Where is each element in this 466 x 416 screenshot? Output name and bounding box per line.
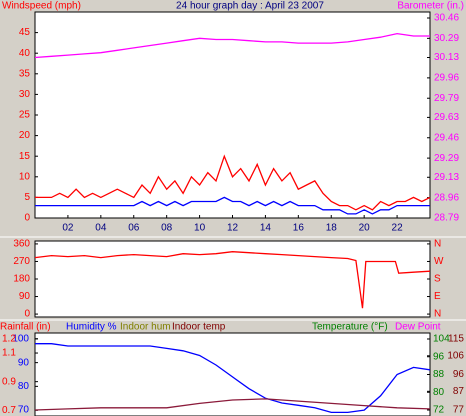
x-tick-label: 22 xyxy=(392,223,404,234)
y-tick-label: 15 xyxy=(19,151,31,162)
y-tick-label: 115 xyxy=(448,334,464,345)
y-tick-label: 20 xyxy=(19,130,31,141)
y-tick-label: N xyxy=(434,309,441,320)
x-tick-label: 16 xyxy=(293,223,305,234)
y2-axis-label: Barometer (in.) xyxy=(397,1,464,12)
y-tick-label: 360 xyxy=(13,239,30,250)
data-line xyxy=(34,32,430,59)
y-tick-label: 87 xyxy=(453,386,465,397)
x-tick-label: 08 xyxy=(161,223,173,234)
y-tick-label: 96 xyxy=(433,351,445,362)
y-tick-label: 90 xyxy=(18,357,30,368)
y-tick-label: 104 xyxy=(433,334,450,345)
y-tick-label: 80 xyxy=(433,387,445,398)
axis-label: Indoor hum xyxy=(120,322,171,333)
y-tick-label: 0.7 xyxy=(2,405,16,416)
x-tick-label: 18 xyxy=(326,223,338,234)
y-tick-label: 106 xyxy=(447,350,464,361)
y-tick-label: 28.79 xyxy=(434,213,459,224)
y-tick-label: 0.9 xyxy=(2,376,16,387)
y-tick-label: 180 xyxy=(13,274,30,285)
y-tick-label: W xyxy=(434,256,444,267)
y-tick-label: S xyxy=(434,274,441,285)
y-tick-label: 30.13 xyxy=(434,52,459,63)
y-tick-label: 30.29 xyxy=(434,33,459,44)
data-line xyxy=(35,196,430,215)
y-tick-label: 90 xyxy=(19,291,31,302)
y-tick-label: 96 xyxy=(453,369,465,380)
plot-area xyxy=(34,11,431,219)
y-tick-label: 270 xyxy=(13,256,30,267)
x-tick-label: 06 xyxy=(128,223,140,234)
axis-label: Indoor temp xyxy=(172,322,226,333)
y-tick-label: 29.46 xyxy=(434,132,459,143)
x-tick-label: 02 xyxy=(62,223,74,234)
x-tick-label: 10 xyxy=(194,223,206,234)
y-tick-label: 30.46 xyxy=(434,13,459,24)
y-tick-label: 88 xyxy=(433,369,445,380)
plot-area xyxy=(34,240,431,318)
x-tick-label: 14 xyxy=(260,223,272,234)
data-line xyxy=(35,343,430,414)
y-tick-label: 70 xyxy=(18,405,30,416)
y-tick-label: 5 xyxy=(24,192,30,203)
y-tick-label: 72 xyxy=(433,405,445,416)
y-tick-label: 45 xyxy=(19,27,31,38)
y-axis-label: Windspeed (mph) xyxy=(2,1,81,12)
y-tick-label: 29.29 xyxy=(434,153,459,164)
chart-title: 24 hour graph day : April 23 2007 xyxy=(176,1,324,12)
y-tick-label: 29.13 xyxy=(434,172,459,183)
y-tick-label: 0 xyxy=(24,309,30,320)
axis-label: Temperature (°F) xyxy=(312,322,388,333)
y-tick-label: 77 xyxy=(453,405,465,416)
y-tick-label: 29.79 xyxy=(434,93,459,104)
data-line xyxy=(35,154,431,211)
y-tick-label: 10 xyxy=(19,171,31,182)
y-tick-label: 25 xyxy=(19,110,31,121)
y-tick-label: 29.63 xyxy=(434,112,459,123)
y-tick-label: E xyxy=(434,291,441,302)
y-tick-label: 29.96 xyxy=(434,73,459,84)
y-tick-label: 1.2 xyxy=(2,333,16,344)
axis-label: Humidity % xyxy=(66,322,117,333)
y-tick-label: 28.96 xyxy=(434,192,459,203)
y-tick-label: 1.1 xyxy=(2,348,16,359)
axis-label: Dew Point xyxy=(395,322,441,333)
y-tick-label: 0 xyxy=(24,213,30,224)
axis-label: Rainfall (in) xyxy=(0,322,51,333)
y-tick-label: 100 xyxy=(12,334,29,345)
plot-area xyxy=(34,332,431,416)
x-tick-label: 20 xyxy=(359,223,371,234)
x-tick-label: 12 xyxy=(227,223,239,234)
y-tick-label: N xyxy=(434,239,441,250)
data-line xyxy=(35,398,430,411)
x-tick-label: 04 xyxy=(95,223,107,234)
y-tick-label: 35 xyxy=(19,68,31,79)
y-tick-label: 40 xyxy=(19,48,31,59)
data-line xyxy=(34,251,431,309)
y-tick-label: 80 xyxy=(18,381,30,392)
y-tick-label: 30 xyxy=(19,89,31,100)
